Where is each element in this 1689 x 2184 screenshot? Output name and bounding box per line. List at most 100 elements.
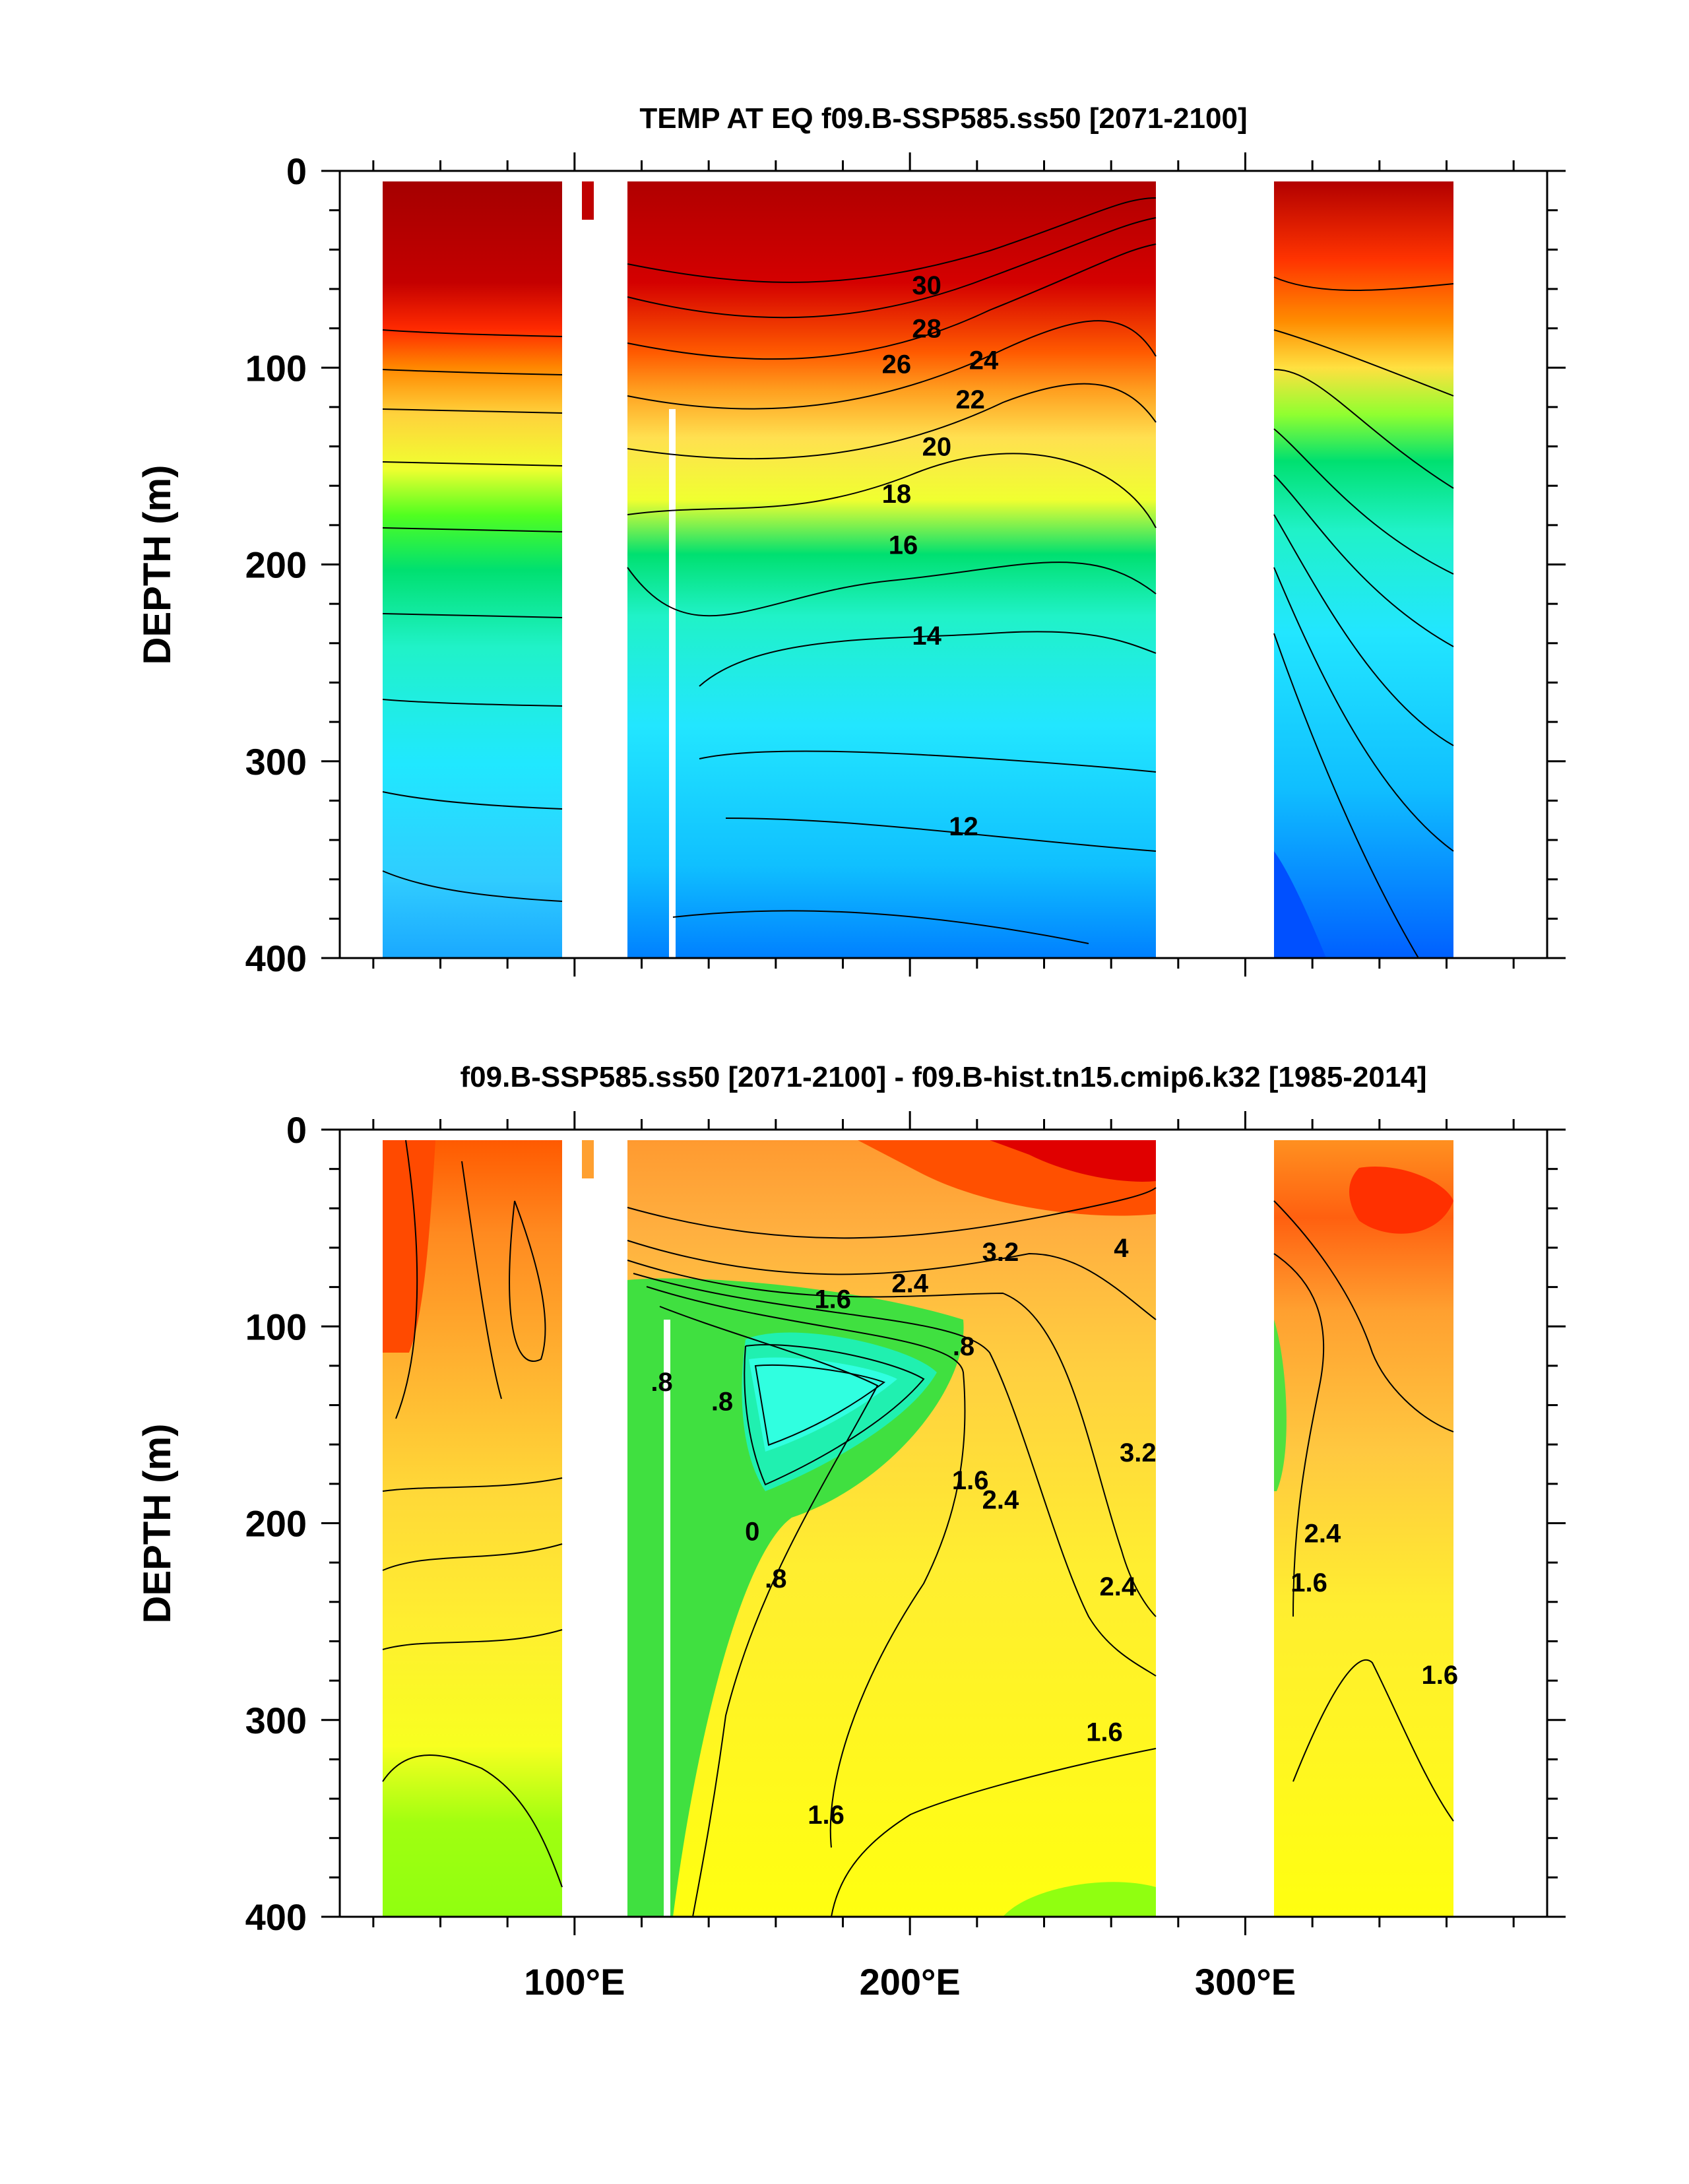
fill-land-strip: [664, 1320, 670, 1917]
contour-label-text: 12: [949, 812, 978, 841]
contour-label: 2.4: [1100, 1572, 1137, 1601]
contour-label: .8: [651, 1368, 672, 1397]
fill-atlantic-basin: [1274, 1140, 1453, 1917]
contour-label: 1.6: [814, 1285, 851, 1314]
contour-label-text: 26: [882, 350, 912, 379]
panel-2-contours: [382, 1140, 1454, 1917]
panel-2-contour-labels: 3.2 42.41.6.8.8.83.21.62.40.8 2.4 1.62.41.6…: [651, 1234, 1458, 1830]
fill-pacific-basin: [627, 181, 1156, 958]
fill-deep-cold: [1274, 851, 1326, 958]
contour-label-text: .8: [953, 1332, 974, 1361]
contour-label-text: 14: [912, 622, 941, 651]
contour-label-text: .8: [651, 1368, 672, 1397]
contour-label-text: 2.4: [891, 1269, 928, 1299]
y-tick-label: 0: [286, 1109, 307, 1151]
panel-2-difference: f09.B-SSP585.ss50 [2071-2100] - f09.B-hi…: [136, 1061, 1566, 2003]
fill-cold-core: [749, 1357, 897, 1452]
contour-label-text: 1.6: [814, 1285, 851, 1314]
fill-island-bar: [582, 1140, 594, 1178]
contour-label-text: 4: [1114, 1234, 1129, 1263]
contour-label: 1.6: [808, 1801, 844, 1830]
panel-1-y-axis-label: DEPTH (m): [136, 465, 179, 665]
contour-label-text: 3.2: [982, 1238, 1019, 1267]
panel-2-x-tick-labels: 100°E 200°E 300°E: [524, 1961, 1296, 2003]
x-tick-label: 300°E: [1195, 1961, 1296, 2003]
x-tick-label: 200°E: [860, 1961, 961, 2003]
contour-label-text: 1.6: [1291, 1568, 1327, 1597]
panel-1-y-ticks: [321, 170, 1566, 959]
contour-label: 4: [1114, 1234, 1129, 1263]
contour-label: 30: [912, 271, 941, 300]
fill-deep-green: [1003, 1882, 1156, 1917]
panel-1-contours: [382, 197, 1454, 958]
panel-2-y-axis-label: DEPTH (m): [136, 1424, 179, 1624]
fill-atlantic-green: [1274, 1320, 1287, 1491]
contour-label: 14: [912, 622, 941, 651]
contour-label-text: 24: [969, 346, 999, 375]
contour-label: .8: [765, 1564, 786, 1593]
panel-2-y-ticks: [321, 1128, 1566, 1918]
panel-2-y-tick-labels: 0 100 200 300 400: [245, 1109, 307, 1938]
fill-atlantic-basin: [1274, 181, 1453, 958]
fill-west-warm: [383, 1140, 435, 1353]
x-tick-label: 100°E: [524, 1961, 625, 2003]
contour-label: 2.4: [891, 1269, 928, 1299]
contour-label-text: 2.4: [1100, 1572, 1137, 1601]
contour-label: 20: [922, 433, 952, 462]
panel-1-temperature: TEMP AT EQ f09.B-SSP585.ss50 [2071-2100]: [136, 102, 1566, 979]
y-tick-label: 400: [245, 1896, 307, 1938]
contour-label: .8: [953, 1332, 974, 1361]
contour-label: 24: [969, 346, 999, 375]
contour-label-text: 30: [912, 271, 941, 300]
fill-island-bar: [582, 181, 594, 220]
panel-1-y-tick-labels: 0 100 200 300 400: [245, 150, 307, 979]
contour-label: 1.6: [1422, 1661, 1459, 1690]
contour-label: 1.6: [1291, 1568, 1327, 1597]
contour-label: 3.2: [982, 1238, 1019, 1267]
y-tick-label: 400: [245, 938, 307, 979]
panel-2-fill: [382, 1140, 1454, 1917]
contour-label-text: 18: [882, 480, 912, 509]
contour-label-text: 1.6: [1086, 1718, 1123, 1747]
contour-label-text: 1.6: [808, 1801, 844, 1830]
y-tick-label: 100: [245, 1306, 307, 1347]
contour-label: 2.4: [982, 1486, 1019, 1515]
y-tick-label: 100: [245, 347, 307, 389]
contour-label-text: 2.4: [982, 1486, 1019, 1515]
contour-label: 3.2: [1120, 1438, 1157, 1467]
contour-label: 1.6: [1086, 1718, 1123, 1747]
contour-label: 18: [882, 480, 912, 509]
panel-2-x-ticks: [372, 1111, 1515, 1935]
contour-label: 22: [955, 385, 985, 414]
contour-label-text: 16: [889, 531, 918, 560]
contour-label: 0: [745, 1517, 759, 1546]
fill-atlantic-hot: [1349, 1167, 1453, 1234]
panel-1-fill: [382, 181, 1454, 958]
contour-label-text: .8: [765, 1564, 786, 1593]
contour-label-text: 0: [745, 1517, 759, 1546]
y-tick-label: 200: [245, 1503, 307, 1545]
fill-hot-core: [990, 1140, 1156, 1182]
contour-label-text: 2.4: [1304, 1519, 1341, 1548]
contour-label: .8: [711, 1388, 733, 1417]
contour-label-text: 1.6: [952, 1466, 989, 1495]
contour-label-text: .8: [711, 1388, 733, 1417]
contour-label-text: 28: [912, 315, 941, 344]
fill-land-strip: [669, 409, 676, 958]
y-tick-label: 0: [286, 150, 307, 192]
y-tick-label: 200: [245, 544, 307, 586]
contour-label-text: 20: [922, 433, 952, 462]
panel-1-x-ticks: [372, 152, 1515, 977]
contour-label: 1.6: [952, 1466, 989, 1495]
contour-label-text: 1.6: [1422, 1661, 1459, 1690]
contour-label-text: 22: [955, 385, 985, 414]
contour-label: 2.4: [1304, 1519, 1341, 1548]
panel-2-title: f09.B-SSP585.ss50 [2071-2100] - f09.B-hi…: [461, 1061, 1427, 1093]
contour-label: 16: [889, 531, 918, 560]
contour-label: 12: [949, 812, 978, 841]
contour-label-text: 3.2: [1120, 1438, 1157, 1467]
fill-green-tongue: [627, 1278, 964, 1917]
y-tick-label: 300: [245, 1700, 307, 1741]
